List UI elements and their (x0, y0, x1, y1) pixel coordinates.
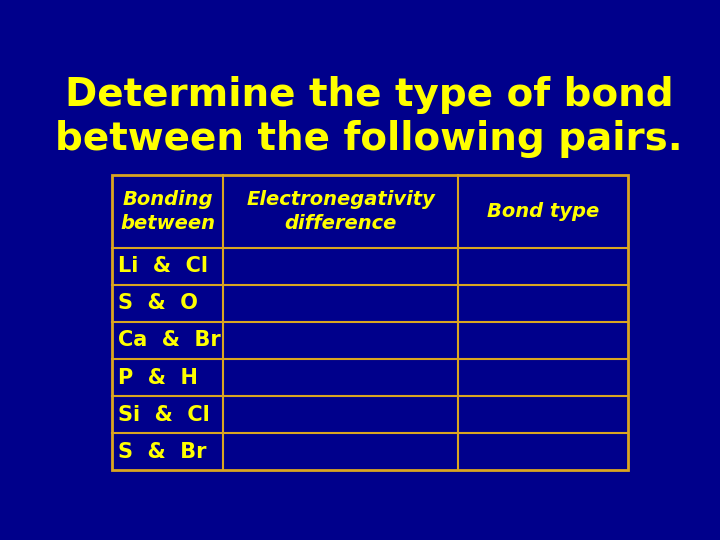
Text: Bonding
between: Bonding between (120, 190, 215, 233)
Text: S  &  O: S & O (118, 293, 198, 313)
Text: Electronegativity
difference: Electronegativity difference (246, 190, 435, 233)
Text: Si  &  Cl: Si & Cl (118, 404, 210, 424)
Text: S  &  Br: S & Br (118, 442, 207, 462)
Text: Li  &  Cl: Li & Cl (118, 256, 208, 276)
Text: Determine the type of bond
between the following pairs.: Determine the type of bond between the f… (55, 76, 683, 158)
Bar (112, 175, 629, 470)
Text: P  &  H: P & H (118, 368, 198, 388)
Text: Bond type: Bond type (487, 202, 600, 221)
Text: Ca  &  Br: Ca & Br (118, 330, 220, 350)
